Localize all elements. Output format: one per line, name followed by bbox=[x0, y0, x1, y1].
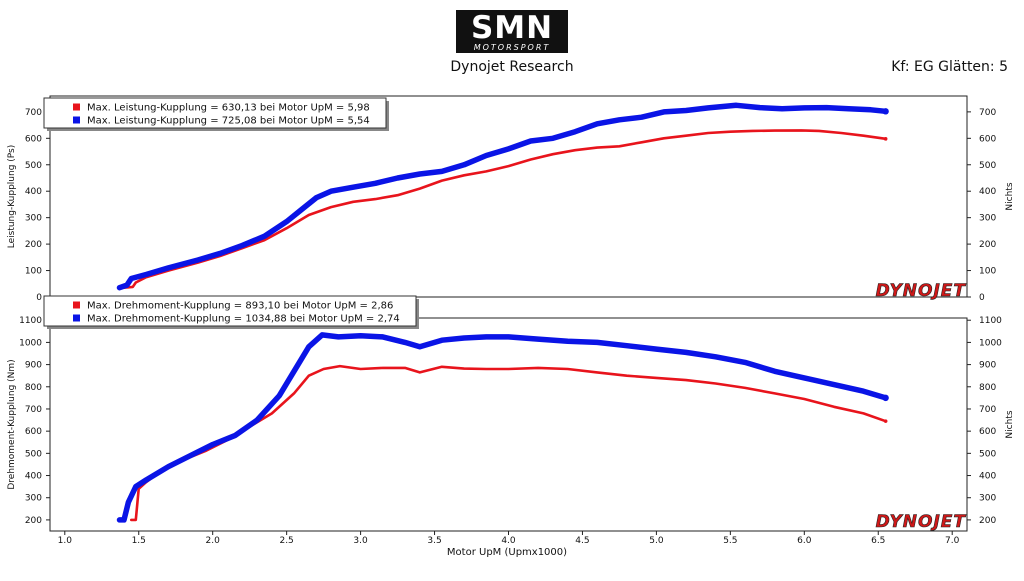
y-tick-label: 800 bbox=[25, 383, 42, 393]
legend-entry: Max. Leistung-Kupplung = 630,13 bei Moto… bbox=[87, 103, 370, 114]
y-tick-label-right: 700 bbox=[979, 405, 996, 415]
y-tick-label: 600 bbox=[25, 134, 42, 144]
legend-swatch bbox=[73, 301, 80, 309]
y-tick-label-right: 200 bbox=[979, 240, 996, 250]
series-end-point bbox=[882, 394, 889, 402]
x-axis-label: Motor UpM (Upmx1000) bbox=[447, 547, 567, 558]
y-tick-label: 200 bbox=[25, 240, 42, 250]
y-tick-label-right: 0 bbox=[979, 293, 985, 303]
y-tick-label: 300 bbox=[25, 214, 42, 224]
y-tick-label-right: 400 bbox=[979, 187, 996, 197]
x-tick-label: 6.0 bbox=[797, 536, 812, 546]
torque-chart: 200 200 300 300 400 400 500 500 600 600 700 700 800 8… bbox=[7, 295, 1015, 546]
series-line-2 bbox=[116, 102, 889, 291]
y-tick-label: 100 bbox=[25, 267, 42, 277]
y-tick-label-right: 600 bbox=[979, 427, 996, 437]
y-tick-label-right: 600 bbox=[979, 134, 996, 144]
smn-logo: SMN MOTORSPORT bbox=[456, 10, 568, 53]
legend-entry: Max. Leistung-Kupplung = 725,08 bei Moto… bbox=[87, 116, 370, 127]
x-tick-label: 2.0 bbox=[206, 536, 221, 546]
series-line-2 bbox=[116, 332, 889, 523]
y-tick-label: 0 bbox=[36, 293, 42, 303]
y-tick-label-right: 200 bbox=[979, 516, 996, 526]
x-tick-label: 4.0 bbox=[501, 536, 516, 546]
y-axis-label-right: Nichts bbox=[1005, 410, 1015, 438]
header-subtitle: Dynojet Research bbox=[450, 59, 573, 75]
x-tick-label: 6.5 bbox=[871, 536, 885, 546]
y-tick-label: 700 bbox=[25, 108, 42, 118]
y-tick-label-right: 500 bbox=[979, 449, 996, 459]
smoothing-info: Kf: EG Glätten: 5 bbox=[891, 59, 1008, 75]
y-axis-label-right: Nichts bbox=[1005, 182, 1015, 210]
y-tick-label-right: 400 bbox=[979, 472, 996, 482]
y-tick-label: 500 bbox=[25, 161, 42, 171]
x-tick-label: 1.0 bbox=[58, 536, 73, 546]
y-tick-label-right: 900 bbox=[979, 361, 996, 371]
logo-text: SMN bbox=[471, 10, 553, 46]
y-tick-label: 500 bbox=[25, 449, 42, 459]
y-axis-label: Leistung-Kupplung (Ps) bbox=[7, 145, 17, 249]
x-tick-label: 1.5 bbox=[132, 536, 146, 546]
series-end-point bbox=[882, 108, 889, 115]
y-tick-label: 200 bbox=[25, 516, 42, 526]
x-tick-label: 4.5 bbox=[575, 536, 589, 546]
power-chart: 0 0 100 100 200 200 300 300 400 400 500 500 600 600 70… bbox=[7, 95, 1015, 303]
x-tick-label: 5.5 bbox=[723, 536, 737, 546]
y-tick-label: 400 bbox=[25, 472, 42, 482]
x-tick-label: 7.0 bbox=[945, 536, 960, 546]
y-tick-label-right: 700 bbox=[979, 108, 996, 118]
y-tick-label: 1100 bbox=[19, 316, 42, 326]
dynojet-watermark: DYNOJET bbox=[876, 281, 967, 301]
dynojet-watermark: DYNOJET bbox=[876, 512, 967, 532]
series-end-point bbox=[883, 419, 888, 423]
legend-entry: Max. Drehmoment-Kupplung = 1034,88 bei M… bbox=[87, 314, 400, 325]
y-tick-label-right: 1000 bbox=[979, 338, 1002, 348]
x-tick-label: 3.5 bbox=[427, 536, 441, 546]
y-tick-label-right: 100 bbox=[979, 267, 996, 277]
legend-swatch bbox=[73, 103, 80, 111]
logo-subtext: MOTORSPORT bbox=[474, 43, 551, 52]
y-tick-label-right: 300 bbox=[979, 214, 996, 224]
y-tick-label: 300 bbox=[25, 494, 42, 504]
y-axis-label: Drehmoment-Kupplung (Nm) bbox=[7, 359, 17, 489]
y-tick-label: 900 bbox=[25, 361, 42, 371]
x-tick-label: 2.5 bbox=[279, 536, 293, 546]
y-tick-label-right: 800 bbox=[979, 383, 996, 393]
y-tick-label-right: 300 bbox=[979, 494, 996, 504]
legend-swatch bbox=[73, 116, 80, 124]
y-tick-label: 700 bbox=[25, 405, 42, 415]
plot-frame bbox=[49, 317, 968, 532]
y-tick-label-right: 1100 bbox=[979, 316, 1002, 326]
y-tick-label: 400 bbox=[25, 187, 42, 197]
series-end-point bbox=[883, 137, 888, 141]
legend-swatch bbox=[73, 314, 80, 322]
legend-box bbox=[43, 295, 417, 327]
x-tick-label: 5.0 bbox=[649, 536, 664, 546]
y-tick-label: 1000 bbox=[19, 338, 42, 348]
y-tick-label: 600 bbox=[25, 427, 42, 437]
legend-entry: Max. Drehmoment-Kupplung = 893,10 bei Mo… bbox=[87, 301, 393, 312]
legend-box bbox=[43, 97, 387, 129]
y-tick-label-right: 500 bbox=[979, 161, 996, 171]
x-tick-label: 3.0 bbox=[353, 536, 368, 546]
